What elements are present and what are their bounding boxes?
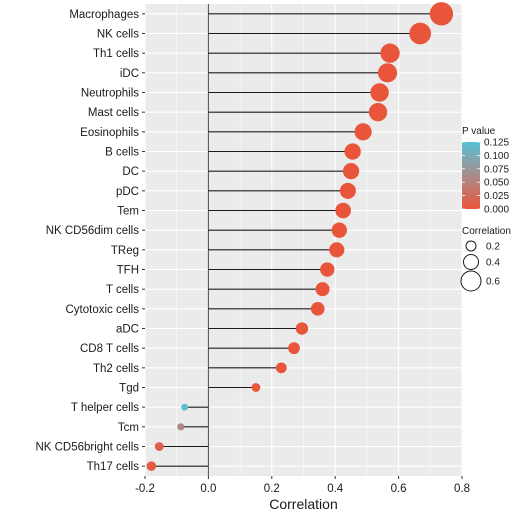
data-point bbox=[288, 342, 300, 355]
y-tick-label: NK CD56dim cells bbox=[46, 225, 140, 237]
y-tick-label: NK cells bbox=[97, 29, 139, 41]
data-point bbox=[377, 63, 398, 83]
data-point bbox=[177, 423, 185, 431]
colorbar-tick-label: 0.025 bbox=[484, 191, 509, 202]
y-tick-label: DC bbox=[122, 166, 139, 178]
y-tick-label: Neutrophils bbox=[81, 88, 139, 100]
data-point bbox=[370, 83, 389, 102]
x-tick-label: 0.6 bbox=[391, 483, 407, 495]
data-point bbox=[315, 282, 330, 297]
x-tick-label: -0.2 bbox=[135, 483, 155, 495]
data-point bbox=[181, 403, 189, 411]
size-legend-label: 0.6 bbox=[486, 277, 500, 288]
y-tick-label: T helper cells bbox=[71, 402, 139, 414]
data-point bbox=[354, 123, 372, 141]
legend-title-p-value: P value bbox=[462, 126, 496, 137]
p-value-colorbar bbox=[462, 142, 480, 209]
data-point bbox=[409, 22, 432, 45]
y-tick-label: Tem bbox=[117, 206, 139, 218]
data-point bbox=[329, 242, 345, 258]
data-point bbox=[320, 262, 335, 277]
data-point bbox=[339, 182, 356, 199]
colorbar-tick-label: 0.125 bbox=[484, 138, 509, 149]
data-point bbox=[154, 442, 164, 451]
x-tick-label: 0.0 bbox=[200, 483, 216, 495]
y-tick-label: T cells bbox=[106, 284, 139, 296]
data-point bbox=[429, 2, 454, 26]
y-tick-label: Mast cells bbox=[88, 107, 139, 119]
data-point bbox=[344, 143, 361, 160]
x-tick-label: 0.8 bbox=[454, 483, 470, 495]
x-axis-ticks: -0.2 0.0 0.2 0.4 0.6 0.8 bbox=[135, 476, 470, 495]
colorbar-tick-label: 0.050 bbox=[484, 178, 509, 189]
y-axis-labels: Macrophages NK cells Th1 cells iDC Neutrophi… bbox=[35, 9, 145, 473]
y-tick-label: Cytotoxic cells bbox=[66, 304, 140, 316]
colorbar-tick-label: 0.100 bbox=[484, 151, 509, 162]
y-tick-label: iDC bbox=[120, 68, 139, 80]
y-tick-label: Macrophages bbox=[69, 9, 139, 21]
data-point bbox=[251, 383, 261, 392]
data-point bbox=[146, 461, 157, 471]
data-point bbox=[275, 362, 287, 374]
x-tick-label: 0.2 bbox=[264, 483, 280, 495]
y-tick-label: Th1 cells bbox=[93, 48, 139, 60]
y-tick-label: TFH bbox=[117, 265, 139, 277]
size-legend-circle bbox=[460, 270, 482, 292]
y-tick-label: NK CD56bright cells bbox=[35, 442, 139, 454]
x-tick-label: 0.4 bbox=[327, 483, 344, 495]
y-tick-label: Th2 cells bbox=[93, 363, 139, 375]
y-tick-label: pDC bbox=[116, 186, 139, 198]
size-legend-circle bbox=[465, 240, 477, 252]
size-legend-label: 0.4 bbox=[486, 258, 500, 269]
stems bbox=[151, 13, 442, 467]
data-point bbox=[335, 202, 351, 219]
size-legend-circle bbox=[463, 254, 479, 270]
data-point bbox=[331, 222, 347, 238]
data-point bbox=[368, 102, 388, 122]
y-tick-label: TReg bbox=[111, 245, 139, 257]
points bbox=[146, 2, 454, 471]
legend-title-correlation: Correlation bbox=[462, 226, 511, 237]
y-tick-label: Eosinophils bbox=[80, 127, 139, 139]
data-point bbox=[295, 322, 309, 335]
y-tick-label: Th17 cells bbox=[87, 461, 140, 473]
y-tick-label: Tcm bbox=[118, 422, 139, 434]
data-point bbox=[380, 43, 400, 63]
size-legend-label: 0.2 bbox=[486, 242, 500, 253]
data-point bbox=[342, 163, 360, 180]
x-axis-title: Correlation bbox=[269, 496, 337, 512]
y-tick-label: Tgd bbox=[119, 383, 139, 395]
colorbar-tick-label: 0.000 bbox=[484, 205, 509, 216]
y-tick-label: aDC bbox=[116, 324, 139, 336]
y-tick-label: CD8 T cells bbox=[80, 343, 139, 355]
colorbar-tick-label: 0.075 bbox=[484, 164, 509, 175]
data-point bbox=[310, 302, 325, 316]
y-tick-label: B cells bbox=[105, 147, 139, 159]
